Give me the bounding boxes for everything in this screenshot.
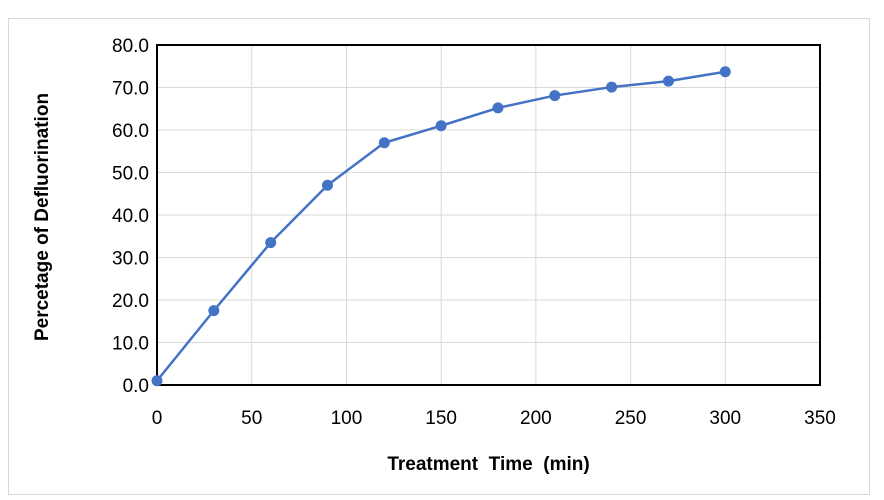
data-point bbox=[151, 375, 163, 387]
plot-area-border bbox=[156, 44, 821, 386]
y-tick-label: 10.0 bbox=[112, 334, 149, 355]
x-tick-label: 200 bbox=[520, 408, 552, 429]
data-point bbox=[265, 237, 277, 249]
data-point bbox=[606, 81, 618, 93]
data-point bbox=[208, 305, 220, 317]
x-axis-title: Treatment Time (min) bbox=[387, 454, 589, 475]
y-tick-label: 40.0 bbox=[112, 206, 149, 227]
data-point bbox=[662, 75, 674, 87]
data-point bbox=[492, 102, 504, 114]
y-tick-label: 70.0 bbox=[112, 79, 149, 100]
data-point bbox=[719, 66, 731, 78]
x-tick-label: 250 bbox=[615, 408, 647, 429]
y-tick-label: 20.0 bbox=[112, 291, 149, 312]
data-point bbox=[549, 90, 561, 102]
x-tick-label: 150 bbox=[425, 408, 457, 429]
x-tick-label: 300 bbox=[709, 408, 741, 429]
chart-frame bbox=[8, 18, 870, 495]
grid-lines bbox=[156, 44, 821, 386]
y-axis-title: Percetage of Defluorination bbox=[32, 93, 53, 341]
data-point bbox=[435, 120, 447, 132]
y-tick-label: 0.0 bbox=[123, 376, 149, 397]
y-tick-label: 30.0 bbox=[112, 249, 149, 270]
y-tick-label: 80.0 bbox=[112, 36, 149, 57]
x-tick-label: 350 bbox=[804, 408, 836, 429]
x-tick-label: 100 bbox=[331, 408, 363, 429]
y-tick-label: 50.0 bbox=[112, 164, 149, 185]
data-point bbox=[321, 179, 333, 191]
x-tick-labels: 0 50 100 150 200 250 300 350 bbox=[152, 408, 836, 429]
data-point bbox=[378, 137, 390, 149]
y-tick-labels: 0.0 10.0 20.0 30.0 40.0 50.0 60.0 70.0 80.0 bbox=[112, 36, 149, 397]
x-tick-label: 0 bbox=[152, 408, 163, 429]
y-tick-label: 60.0 bbox=[112, 121, 149, 142]
x-tick-label: 50 bbox=[241, 408, 262, 429]
series-layer bbox=[151, 66, 731, 387]
